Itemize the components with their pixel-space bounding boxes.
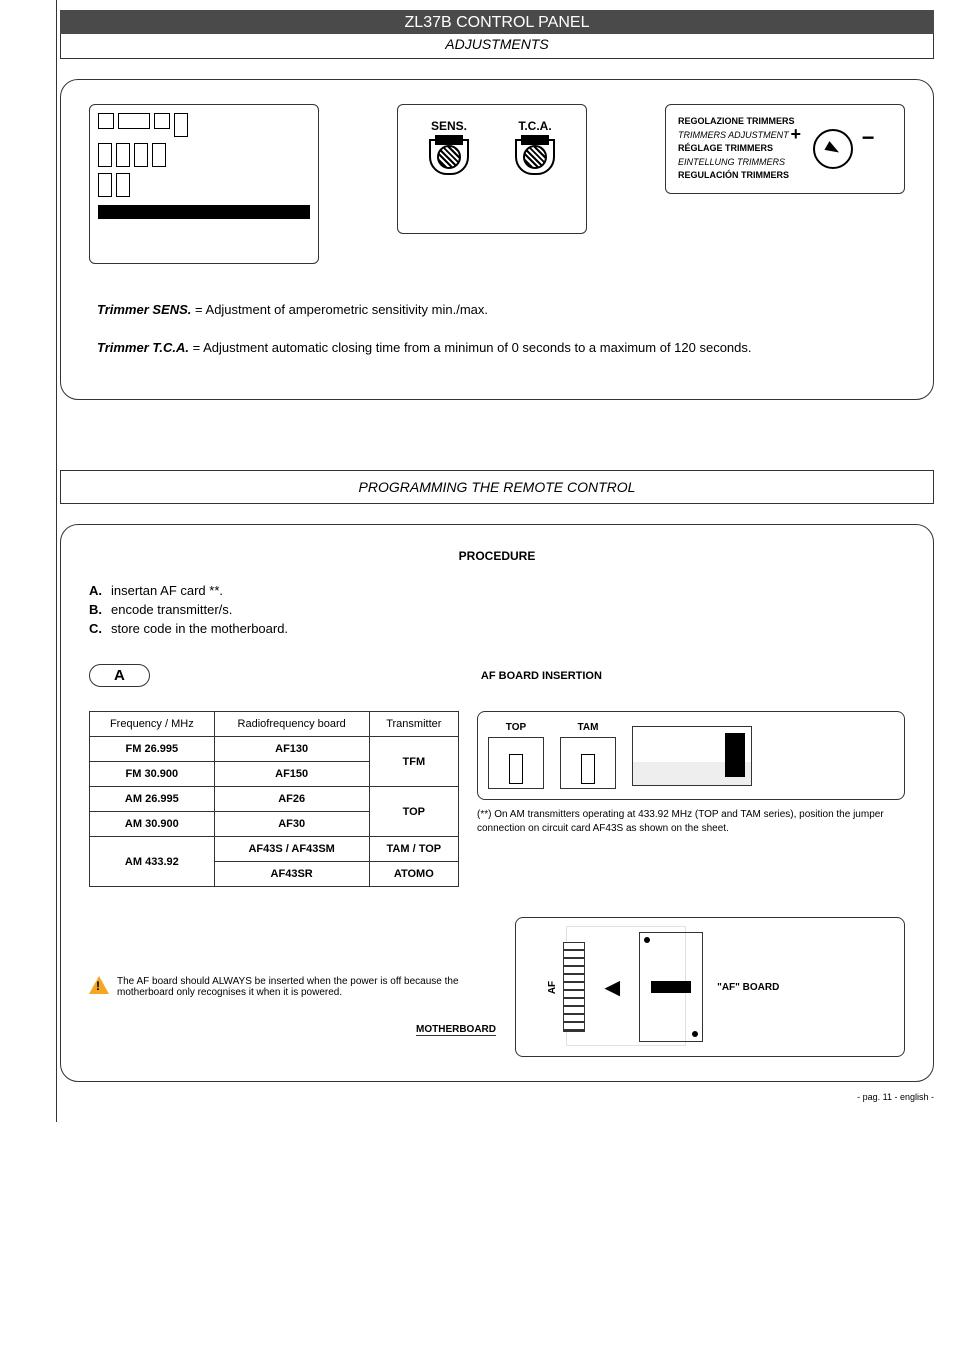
tca-trimmer-icon (515, 139, 555, 175)
section-a-badge: A (89, 664, 150, 687)
page-footer: - pag. 11 - english - (60, 1092, 934, 1102)
bottom-row: The AF board should ALWAYS be inserted w… (89, 917, 905, 1057)
procedure-list: A.insertan AF card **. B.encode transmit… (89, 583, 905, 636)
af-rot-label: AF (547, 980, 558, 993)
sens-desc-label: Trimmer SENS. (97, 302, 191, 317)
th-board: Radiofrequency board (214, 712, 369, 737)
th-freq: Frequency / MHz (90, 712, 215, 737)
trimmer-descriptions: Trimmer SENS. = Adjustment of amperometr… (97, 300, 897, 357)
section-a-title: AF BOARD INSERTION (178, 670, 905, 682)
legend-it: REGOLAZIONE TRIMMERS (678, 116, 795, 126)
jumper-column: TOP TAM (**) On AM transmitters operatin… (477, 711, 905, 887)
legend-en: TRIMMERS ADJUSTMENT (678, 130, 789, 140)
table-row: FM 26.995 AF130 TFM (90, 737, 459, 762)
af43s-board-icon (632, 726, 752, 786)
arrow-left-icon: ◄ (599, 972, 625, 1003)
jumper-top-label: TOP (488, 722, 544, 733)
procedure-item: B.encode transmitter/s. (89, 602, 905, 617)
legend-de: EINTELLUNG TRIMMERS (678, 157, 785, 167)
adjustments-section: SENS. T.C.A. REGOLAZIONE TRIMMERS TRIMME… (60, 79, 934, 400)
procedure-heading: PROCEDURE (89, 549, 905, 563)
section-a-header: A AF BOARD INSERTION (89, 664, 905, 687)
procedure-item: C.store code in the motherboard. (89, 621, 905, 636)
table-row: AM 433.92 AF43S / AF43SM TAM / TOP (90, 837, 459, 862)
sens-trimmer-icon (429, 139, 469, 175)
pcb-diagram (89, 104, 319, 264)
procedure-item: A.insertan AF card **. (89, 583, 905, 598)
remote-section-title: PROGRAMMING THE REMOTE CONTROL (60, 470, 934, 504)
af-card-icon (639, 932, 703, 1042)
motherboard-box: MOTHERBOARD AF ◄ "AF" BOARD (515, 917, 905, 1057)
af-row: Frequency / MHz Radiofrequency board Tra… (89, 711, 905, 887)
jumper-footnote: (**) On AM transmitters operating at 433… (477, 808, 905, 836)
tca-label: T.C.A. (515, 119, 555, 133)
dial-icon: + − (805, 121, 861, 177)
warning-box: The AF board should ALWAYS be inserted w… (89, 976, 495, 998)
minus-icon: − (862, 121, 875, 154)
adjustments-top-row: SENS. T.C.A. REGOLAZIONE TRIMMERS TRIMME… (89, 104, 905, 264)
jumper-top-icon (488, 737, 544, 789)
jumper-tam-icon (560, 737, 616, 789)
trimmer-legend: REGOLAZIONE TRIMMERS TRIMMERS ADJUSTMENT… (665, 104, 905, 194)
dial-arrow-icon (824, 141, 841, 157)
motherboard-label: MOTHERBOARD (416, 1024, 496, 1036)
tca-desc-label: Trimmer T.C.A. (97, 340, 189, 355)
page-subheader: ADJUSTMENTS (60, 34, 934, 59)
procedure-section: PROCEDURE A.insertan AF card **. B.encod… (60, 524, 934, 1082)
trimmer-diagram: SENS. T.C.A. (397, 104, 587, 234)
jumper-tam-label: TAM (560, 722, 616, 733)
th-tx: Transmitter (369, 712, 458, 737)
af-board-label: "AF" BOARD (717, 982, 779, 993)
frequency-table: Frequency / MHz Radiofrequency board Tra… (89, 711, 459, 887)
sens-label: SENS. (429, 119, 469, 133)
warning-text: The AF board should ALWAYS be inserted w… (117, 976, 495, 998)
legend-fr: RÉGLAGE TRIMMERS (678, 143, 773, 153)
tca-desc-text: = Adjustment automatic closing time from… (189, 340, 752, 355)
legend-es: REGULACIÓN TRIMMERS (678, 170, 789, 180)
plus-icon: + (791, 121, 802, 148)
mb-slot-icon (563, 942, 585, 1032)
page-header: ZL37B CONTROL PANEL (60, 10, 934, 34)
warning-icon (89, 976, 109, 994)
jumper-box: TOP TAM (477, 711, 905, 800)
table-row: AM 26.995 AF26 TOP (90, 787, 459, 812)
page-left-rule (56, 0, 57, 1122)
sens-desc-text: = Adjustment of amperometric sensitivity… (191, 302, 488, 317)
